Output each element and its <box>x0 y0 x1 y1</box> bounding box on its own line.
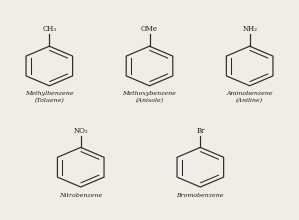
Text: Methylbenzene
(Toluene): Methylbenzene (Toluene) <box>25 91 74 103</box>
Text: Nitrobenzene: Nitrobenzene <box>59 192 102 198</box>
Text: CH₃: CH₃ <box>42 25 56 33</box>
Text: Bromobenzene: Bromobenzene <box>177 192 224 198</box>
Text: OMe: OMe <box>141 25 158 33</box>
Text: NO₂: NO₂ <box>74 126 88 135</box>
Text: Aminobenzene
(Aniline): Aminobenzene (Aniline) <box>226 91 273 103</box>
Text: NH₂: NH₂ <box>242 25 257 33</box>
Text: Br: Br <box>196 126 205 135</box>
Text: Methoxybenzene
(Anisole): Methoxybenzene (Anisole) <box>123 91 176 103</box>
